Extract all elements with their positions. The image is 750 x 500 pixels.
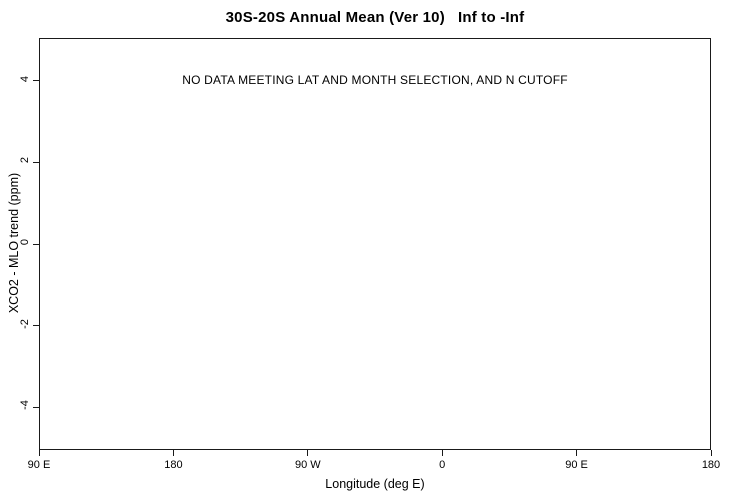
x-tick-label: 90 E <box>27 459 51 471</box>
y-tick-label: -4 <box>19 400 31 411</box>
y-tick-mark <box>33 243 39 245</box>
x-tick-mark <box>38 450 40 456</box>
x-tick-label: 90 E <box>565 459 588 471</box>
y-tick-mark <box>33 325 39 327</box>
y-tick-label: -2 <box>19 318 31 329</box>
y-tick-label: 2 <box>19 157 31 164</box>
no-data-message: NO DATA MEETING LAT AND MONTH SELECTION,… <box>182 73 568 87</box>
x-tick-label: 180 <box>164 459 183 471</box>
y-tick-mark <box>33 161 39 163</box>
x-tick-mark <box>576 450 578 456</box>
x-tick-mark <box>172 450 174 456</box>
x-tick-label: 0 <box>439 459 446 471</box>
x-tick-mark <box>441 450 443 456</box>
y-tick-label: 4 <box>19 75 31 82</box>
x-tick-label: 180 <box>701 459 721 471</box>
y-tick-mark <box>33 80 39 82</box>
x-axis-label: Longitude (deg E) <box>325 477 425 491</box>
x-tick-mark <box>710 450 712 456</box>
x-tick-mark <box>307 450 309 456</box>
plot-area <box>39 38 711 450</box>
x-tick-label: 90 W <box>294 459 321 471</box>
y-tick-label: 0 <box>19 238 31 246</box>
chart-title: 30S-20S Annual Mean (Ver 10) Inf to -Inf <box>225 9 525 26</box>
y-tick-mark <box>33 406 39 408</box>
